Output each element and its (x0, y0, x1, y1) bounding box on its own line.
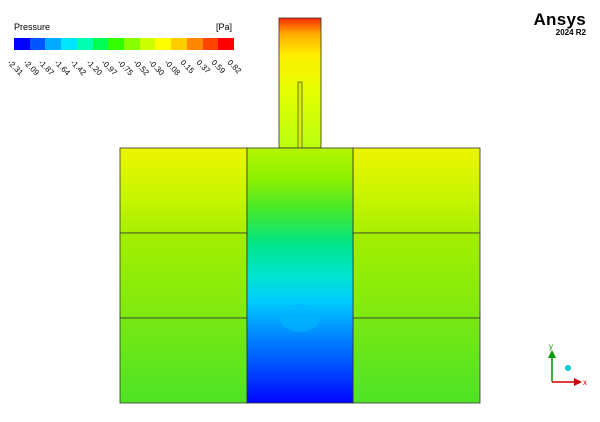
colorbar-segment (76, 38, 94, 50)
inlet-baffle (297, 81, 303, 149)
colorbar-segment (14, 38, 31, 50)
colorbar-segment (139, 38, 156, 50)
colorbar-segment (202, 38, 219, 50)
center-pressure-contour (280, 304, 320, 332)
y-axis-label: y (549, 342, 553, 351)
left-block-bottom (119, 317, 248, 404)
y-axis-arrow-icon (548, 350, 556, 358)
brand-name: Ansys (533, 10, 586, 29)
colorbar-segment (92, 38, 109, 50)
x-axis-arrow-icon (574, 378, 582, 386)
colorbar-segment (61, 38, 78, 50)
colorbar-segment (29, 38, 46, 50)
pressure-colorbar (14, 38, 235, 50)
colorbar-segment (171, 38, 188, 50)
colorbar-segment (218, 38, 235, 50)
ansys-logo: Ansys 2024 R2 (533, 10, 586, 37)
axes-triad: y x (548, 342, 587, 387)
colorbar-segment (124, 38, 141, 50)
center-column (246, 147, 354, 404)
colorbar-segment (108, 38, 125, 50)
legend-title: Pressure (14, 22, 51, 32)
colorbar-segment (155, 38, 172, 50)
colorbar-segment (45, 38, 62, 50)
legend-unit: [Pa] (216, 22, 233, 32)
left-block-top (119, 147, 248, 234)
right-block-middle (352, 232, 481, 319)
right-block-bottom (352, 317, 481, 404)
x-axis-label: x (583, 378, 587, 387)
colorbar-segment (186, 38, 204, 50)
brand-version: 2024 R2 (555, 28, 586, 37)
left-block-middle (119, 232, 248, 319)
z-axis-dot-icon (565, 365, 571, 371)
right-block-top (352, 147, 481, 234)
